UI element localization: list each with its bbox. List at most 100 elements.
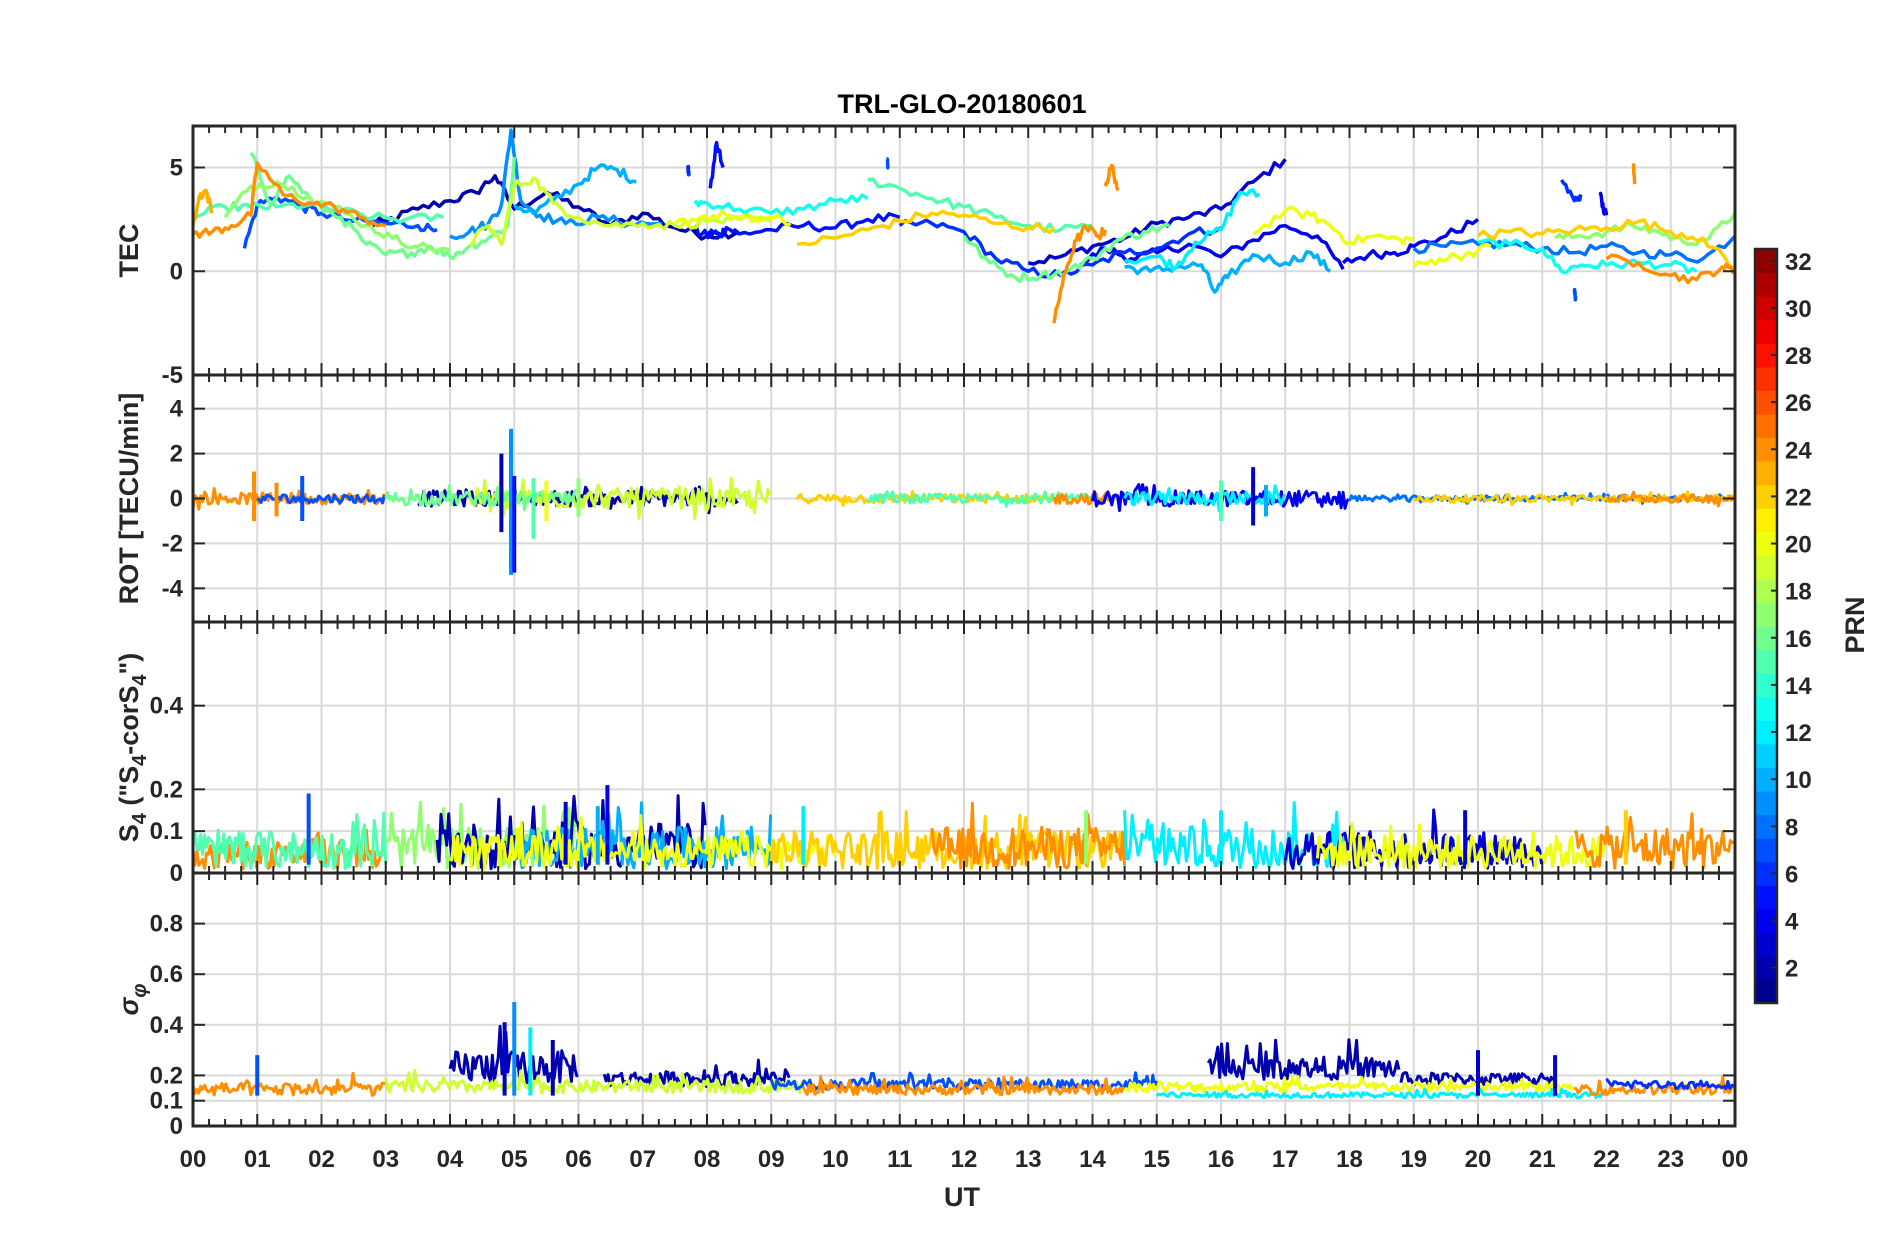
colorbar-swatch	[1755, 814, 1777, 839]
colorbar-swatch	[1755, 885, 1777, 910]
colorbar-swatch	[1755, 366, 1777, 391]
x-tick-label: 16	[1208, 1146, 1235, 1173]
series-line	[1572, 287, 1578, 302]
colorbar-tick-label: 10	[1785, 767, 1812, 794]
series-line	[1412, 242, 1492, 269]
x-tick-label: 18	[1336, 1146, 1363, 1173]
colorbar-swatch	[1755, 767, 1777, 792]
series-line	[1124, 250, 1332, 294]
noise-band	[193, 1071, 386, 1097]
y-tick-label: -2	[162, 530, 183, 557]
colorbar-swatch	[1755, 861, 1777, 886]
colorbar-swatch	[1755, 649, 1777, 674]
colorbar-tick-label: 16	[1785, 626, 1812, 653]
series-line	[1103, 163, 1120, 192]
colorbar-tick-label: 2	[1785, 956, 1798, 983]
series-line	[242, 194, 438, 249]
series-line	[867, 177, 1093, 234]
colorbar-tick-label: 22	[1785, 484, 1812, 511]
plot-area-tec	[193, 128, 1735, 324]
x-tick-label: 07	[629, 1146, 656, 1173]
y-tick-label: 0	[170, 486, 183, 513]
x-tick-label: 14	[1079, 1146, 1106, 1173]
series-line	[1605, 253, 1735, 285]
colorbar-tick-label: 20	[1785, 532, 1812, 559]
series-line	[1079, 223, 1345, 270]
x-tick-label: 19	[1400, 1146, 1427, 1173]
colorbar-swatch	[1755, 249, 1777, 274]
colorbar-swatch	[1755, 720, 1777, 745]
x-tick-label: 13	[1015, 1146, 1042, 1173]
series-line	[1477, 237, 1698, 275]
x-tick-label: 22	[1593, 1146, 1620, 1173]
panel-tec: 5 0 -5 TEC	[114, 124, 1737, 389]
series-line	[1631, 163, 1637, 185]
x-tick-label: 15	[1143, 1146, 1170, 1173]
colorbar-swatch	[1755, 484, 1777, 509]
colorbar-swatch	[1755, 696, 1777, 721]
colorbar-swatch	[1755, 578, 1777, 604]
series-line	[1476, 218, 1735, 271]
x-tick-label: 01	[244, 1146, 271, 1173]
plot-area-rot	[193, 428, 1735, 575]
colorbar-swatch	[1755, 743, 1777, 768]
x-tick-label: 20	[1465, 1146, 1492, 1173]
series-line	[1052, 224, 1108, 324]
colorbar-tick-label: 4	[1785, 909, 1799, 936]
noise-band	[802, 1075, 1125, 1096]
noise-band	[1155, 1087, 1608, 1100]
colorbar-tick-label: 28	[1785, 343, 1812, 370]
y-tick-label: 4	[170, 396, 184, 423]
x-tick-label: 03	[372, 1146, 399, 1173]
colorbar-swatch	[1755, 626, 1777, 651]
series-line	[692, 212, 901, 240]
noise-band	[1206, 1038, 1401, 1081]
y-tick-label: 0.2	[150, 776, 183, 803]
x-axis-label: UT	[944, 1182, 980, 1212]
series-line	[193, 188, 214, 226]
x-tick-label: 04	[437, 1146, 464, 1173]
x-tick-label: 10	[822, 1146, 849, 1173]
colorbar-label: PRN	[1840, 596, 1870, 653]
x-tick-label: 23	[1657, 1146, 1684, 1173]
x-tick-label: 02	[308, 1146, 335, 1173]
noise-band	[1315, 822, 1607, 870]
series-line	[1598, 191, 1609, 216]
series-line	[693, 193, 869, 217]
series-line	[1252, 205, 1415, 246]
panel-sigma: 0.8 0.6 0.4 0.20.10 σφ	[114, 871, 1737, 1140]
noise-band	[1573, 812, 1735, 870]
y-tick-label: -4	[162, 575, 184, 602]
colorbar-tick-label: 12	[1785, 720, 1812, 747]
y-tick-label: 0	[170, 860, 183, 887]
series-line	[249, 151, 517, 261]
colorbar-swatch	[1755, 390, 1777, 415]
series-line	[193, 161, 387, 239]
series-line	[512, 163, 637, 215]
x-tick-label: 05	[501, 1146, 528, 1173]
x-tick-label: 00	[180, 1146, 207, 1173]
colorbar-tick-label: 24	[1785, 437, 1812, 464]
x-tick-label: 00	[1722, 1146, 1749, 1173]
colorbar-tick-label: 26	[1785, 390, 1812, 417]
series-line	[686, 164, 691, 177]
colorbar-swatch	[1755, 908, 1777, 933]
noise-band	[1124, 1075, 1575, 1094]
y-tick-label: 0.1	[150, 818, 183, 845]
series-line	[1341, 218, 1480, 265]
series-line	[449, 128, 663, 241]
y-tick-label: 0.4	[150, 1012, 184, 1039]
x-tick-label: 12	[951, 1146, 978, 1173]
series-line	[1124, 188, 1261, 272]
colorbar-swatch	[1755, 272, 1777, 297]
colorbar-swatch	[1755, 790, 1777, 816]
y-tick-label: -5	[162, 362, 183, 389]
noise-band	[930, 801, 1127, 870]
x-tick-label: 21	[1529, 1146, 1556, 1173]
panel-rot: 4 2 0 -2 -4 ROT [TECU/min]	[114, 373, 1737, 624]
colorbar-swatch	[1755, 602, 1777, 627]
series-line	[885, 157, 890, 170]
y-tick-label: 0	[170, 258, 183, 285]
